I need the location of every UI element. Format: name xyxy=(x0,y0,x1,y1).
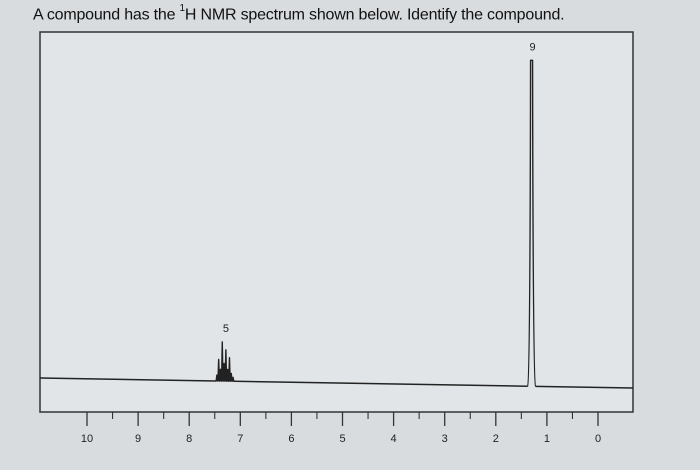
x-tick-label: 5 xyxy=(339,433,345,445)
x-tick-label: 7 xyxy=(237,433,243,445)
x-tick-label: 4 xyxy=(391,433,397,445)
x-tick-label: 8 xyxy=(186,433,192,445)
x-tick-label: 0 xyxy=(595,433,601,445)
plot-frame xyxy=(39,31,634,413)
peak-1.3 xyxy=(526,59,537,387)
x-tick-label: 10 xyxy=(81,433,93,445)
peak-7.3 xyxy=(215,341,235,382)
question-prefix: A compound has the xyxy=(33,6,180,24)
question-superscript: 1 xyxy=(179,3,186,14)
baseline-segment xyxy=(233,380,528,387)
x-tick-label: 2 xyxy=(493,433,499,445)
x-tick-label: 3 xyxy=(442,433,448,445)
baseline-segment xyxy=(535,385,634,389)
baseline-segment xyxy=(39,377,216,382)
x-tick-label: 6 xyxy=(288,433,294,445)
question-suffix: H NMR spectrum shown below. Identify the… xyxy=(184,6,565,24)
peak-integration-label: 5 xyxy=(223,323,229,335)
peak-integration-label: 9 xyxy=(530,41,536,53)
question-text: A compound has the 1H NMR spectrum shown… xyxy=(33,3,565,24)
x-tick-label: 9 xyxy=(135,433,141,445)
x-tick-label: 1 xyxy=(544,433,550,445)
